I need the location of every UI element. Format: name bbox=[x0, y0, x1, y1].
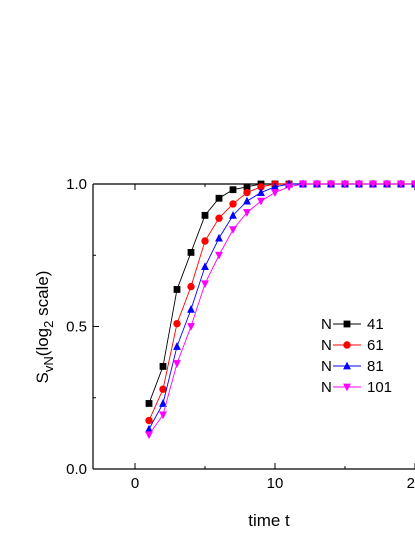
data-point-61 bbox=[229, 200, 237, 208]
data-point-81 bbox=[173, 342, 181, 350]
legend-marker bbox=[343, 361, 351, 370]
data-point-61 bbox=[159, 385, 167, 393]
data-point-101 bbox=[229, 226, 237, 234]
data-point-81 bbox=[187, 305, 195, 313]
data-point-101 bbox=[299, 180, 307, 189]
legend-label: 61 bbox=[367, 337, 384, 354]
series-line-101 bbox=[148, 183, 415, 436]
legend-marker bbox=[343, 341, 351, 349]
legend-prefix: N bbox=[321, 337, 332, 354]
y-axis-title-part: (log bbox=[33, 328, 52, 356]
legend-entry-101: N 101 bbox=[321, 379, 392, 396]
data-point-101 bbox=[187, 323, 195, 331]
data-point-101 bbox=[201, 280, 209, 289]
data-point-81 bbox=[243, 196, 251, 205]
y-axis-title-part: scale) bbox=[33, 271, 52, 321]
data-point-81 bbox=[201, 262, 209, 271]
y-axis-title: SvN(log2 scale) bbox=[33, 271, 56, 384]
data-point-41 bbox=[145, 400, 153, 407]
data-point-101 bbox=[243, 209, 251, 217]
data-point-101 bbox=[145, 431, 153, 440]
data-point-101 bbox=[159, 411, 167, 420]
data-point-61 bbox=[201, 237, 209, 245]
data-point-101 bbox=[173, 360, 181, 368]
y-axis-title-part: S bbox=[33, 372, 52, 383]
data-point-101 bbox=[355, 180, 363, 189]
legend-entry-41: N 41 bbox=[321, 316, 384, 333]
legend-label: 81 bbox=[367, 358, 384, 375]
y-tick-label: 0.5 bbox=[66, 319, 87, 336]
data-point-61 bbox=[173, 319, 181, 328]
data-point-41 bbox=[187, 249, 195, 256]
x-tick-label: 0 bbox=[131, 475, 139, 492]
legend-label: 41 bbox=[367, 316, 384, 333]
y-axis-title-part: vN bbox=[41, 356, 56, 372]
legend-marker bbox=[343, 383, 351, 392]
data-point-101 bbox=[383, 180, 391, 189]
data-point-61 bbox=[145, 416, 153, 425]
data-point-81 bbox=[257, 188, 265, 196]
series-101 bbox=[145, 180, 415, 440]
data-point-61 bbox=[215, 214, 223, 222]
x-axis-title: time t bbox=[248, 511, 290, 530]
data-point-101 bbox=[313, 180, 321, 189]
legend-entry-81: N 81 bbox=[321, 358, 384, 375]
data-point-101 bbox=[369, 180, 377, 189]
data-point-81 bbox=[145, 424, 153, 433]
data-point-101 bbox=[397, 180, 405, 189]
data-point-61 bbox=[187, 282, 195, 291]
data-point-41 bbox=[201, 211, 209, 219]
data-point-61 bbox=[243, 188, 251, 197]
data-point-81 bbox=[271, 182, 279, 191]
y-tick-label: 1.0 bbox=[66, 176, 87, 193]
legend-prefix: N bbox=[321, 358, 332, 375]
legend-prefix: N bbox=[321, 316, 332, 333]
data-point-101 bbox=[285, 183, 293, 192]
y-tick-label: 0.0 bbox=[66, 461, 87, 478]
data-point-101 bbox=[271, 189, 279, 197]
data-point-41 bbox=[159, 363, 167, 370]
legend: N 41 N 61 N 81 N 101 bbox=[321, 316, 392, 396]
data-point-81 bbox=[159, 399, 167, 407]
data-point-101 bbox=[327, 180, 335, 189]
series-layer bbox=[145, 179, 415, 440]
data-point-101 bbox=[411, 180, 415, 189]
y-axis-title-part: 2 bbox=[41, 321, 56, 328]
data-point-101 bbox=[341, 180, 349, 189]
legend-marker bbox=[343, 320, 351, 328]
data-point-41 bbox=[173, 286, 181, 293]
data-point-41 bbox=[229, 186, 237, 194]
legend-label: 101 bbox=[367, 379, 392, 396]
data-point-61 bbox=[257, 183, 265, 191]
legend-prefix: N bbox=[321, 379, 332, 396]
data-point-81 bbox=[229, 210, 237, 219]
x-tick-label: 10 bbox=[267, 475, 284, 492]
plot-frame: 0 10 20 0.0 0.5 1.0 bbox=[66, 176, 415, 492]
data-point-41 bbox=[215, 194, 223, 202]
data-point-101 bbox=[257, 197, 265, 206]
data-point-101 bbox=[215, 251, 223, 260]
data-point-81 bbox=[215, 233, 223, 242]
data-point-41 bbox=[243, 183, 251, 191]
legend-entry-61: N 61 bbox=[321, 337, 384, 354]
x-tick-label: 20 bbox=[407, 475, 415, 492]
